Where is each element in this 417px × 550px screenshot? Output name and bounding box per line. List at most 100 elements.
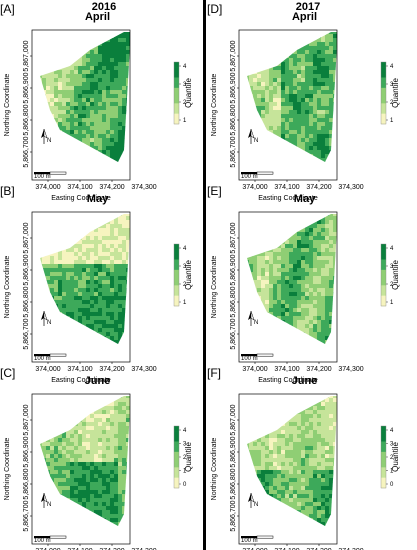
y-tick-label: 5,866,900 <box>230 72 237 103</box>
svg-text:N: N <box>47 138 51 144</box>
plot-frame <box>238 211 338 363</box>
legend-tick-label: 1 <box>183 300 187 306</box>
x-tick-label: 374,300 <box>131 366 156 373</box>
map-panel: [C] June 5,866,700 5,866,800 5,866,900 5,867,… <box>0 366 195 550</box>
legend-tick-label: 2 <box>390 100 394 106</box>
x-tick-label: 374,100 <box>67 548 92 550</box>
y-axis-label: Northing Coordinate <box>4 438 11 501</box>
legend-tick-label: 3 <box>390 82 394 88</box>
column-year-2016: 2016 <box>91 1 117 13</box>
column-year-2017: 2017 <box>295 1 321 13</box>
color-scale-legend: 0 1 2 3 4 Quantile <box>173 425 193 489</box>
x-tick-label: 374,300 <box>131 184 156 191</box>
color-scale-legend: 1 2 3 4 Quantile <box>380 243 400 307</box>
color-scale-legend: 1 2 3 4 Quantile <box>173 61 193 125</box>
legend-tick-label: 2 <box>183 282 187 288</box>
color-scale-legend: 1 2 3 4 Quantile <box>380 61 400 125</box>
legend-tick-label: 4 <box>183 64 187 70</box>
legend-tick-label: 0 <box>183 482 187 488</box>
legend-tick-label: 4 <box>390 428 394 434</box>
x-axis-label: Easting Coordinate <box>258 195 318 202</box>
scale-bar: 100 m <box>34 353 67 362</box>
legend-tick-label: 3 <box>183 264 187 270</box>
y-axis-label: Northing Coordinate <box>211 256 218 319</box>
legend-label: Quantile <box>391 442 400 472</box>
y-tick-label: 5,866,900 <box>23 72 30 103</box>
legend-tick-label: 1 <box>390 118 394 124</box>
x-tick-label: 374,000 <box>242 366 267 373</box>
scale-bar-label: 100 m <box>34 174 51 180</box>
legend-tick-label: 4 <box>183 246 187 252</box>
legend-tick-label: 2 <box>390 282 394 288</box>
plot-frame <box>31 393 131 545</box>
y-tick-label: 5,866,800 <box>230 468 237 499</box>
y-tick-label: 5,867,000 <box>230 222 237 253</box>
heatmap-cells <box>247 32 337 162</box>
y-tick-label: 5,867,000 <box>230 40 237 71</box>
legend-tick-label: 2 <box>183 100 187 106</box>
y-axis-label: Northing Coordinate <box>4 74 11 137</box>
y-axis-label: Northing Coordinate <box>4 256 11 319</box>
svg-text:N: N <box>254 138 258 144</box>
legend-tick-label: 2 <box>183 455 187 461</box>
scale-bar-label: 100 m <box>241 174 258 180</box>
y-tick-label: 5,866,900 <box>23 254 30 285</box>
color-scale-legend: 1 2 3 4 Quantile <box>173 243 193 307</box>
scale-bar: 100 m <box>34 171 67 180</box>
legend-tick-label: 3 <box>390 264 394 270</box>
x-tick-label: 374,200 <box>99 366 124 373</box>
heatmap-cells <box>40 32 130 162</box>
map-panel: [A] April 5,866,700 5,866,800 5,866,900 5,867… <box>0 2 195 202</box>
legend-tick-label: 3 <box>183 82 187 88</box>
x-tick-label: 374,200 <box>99 548 124 550</box>
svg-text:N: N <box>47 502 51 508</box>
scale-bar-label: 100 m <box>34 538 51 544</box>
heatmap-cells <box>40 396 130 526</box>
legend-label: Quantile <box>184 260 193 290</box>
x-tick-label: 374,300 <box>338 184 363 191</box>
legend-tick-label: 0 <box>390 482 394 488</box>
y-tick-label: 5,867,000 <box>23 404 30 435</box>
x-tick-label: 374,200 <box>99 184 124 191</box>
map-panel: [E] May 5,866,700 5,866,800 5,866,900 5,867,0… <box>207 184 402 384</box>
north-arrow-icon: N <box>41 310 51 326</box>
y-tick-label: 5,866,700 <box>230 318 237 349</box>
legend-tick-label: 3 <box>390 442 394 448</box>
y-tick-label: 5,867,000 <box>23 222 30 253</box>
legend-tick-label: 1 <box>183 118 187 124</box>
x-tick-label: 374,000 <box>35 548 60 550</box>
y-tick-label: 5,866,700 <box>23 136 30 167</box>
y-tick-label: 5,866,900 <box>230 254 237 285</box>
legend-tick-label: 3 <box>183 442 187 448</box>
plot-frame <box>238 393 338 545</box>
panel-title: June <box>84 375 111 387</box>
plot-frame <box>238 29 338 181</box>
legend-tick-label: 1 <box>390 469 394 475</box>
x-axis-label: Easting Coordinate <box>51 195 111 202</box>
heatmap-cells <box>247 396 337 526</box>
x-tick-label: 374,000 <box>242 548 267 550</box>
legend-label: Quantile <box>184 442 193 472</box>
scale-bar: 100 m <box>241 535 274 544</box>
legend-label: Quantile <box>391 260 400 290</box>
panel-title: May <box>86 193 109 205</box>
scale-bar-label: 100 m <box>241 538 258 544</box>
map-panel: [D] April 5,866,700 5,866,800 5,866,900 5,867… <box>207 2 402 202</box>
x-tick-label: 374,300 <box>338 548 363 550</box>
y-axis-label: Northing Coordinate <box>211 438 218 501</box>
y-tick-label: 5,866,700 <box>23 318 30 349</box>
x-tick-label: 374,000 <box>35 184 60 191</box>
scale-bar: 100 m <box>241 171 274 180</box>
scale-bar: 100 m <box>34 535 67 544</box>
y-tick-label: 5,867,000 <box>230 404 237 435</box>
legend-tick-label: 2 <box>390 455 394 461</box>
legend-tick-label: 1 <box>390 300 394 306</box>
scale-bar: 100 m <box>241 353 274 362</box>
map-panel: [F] June 5,866,700 5,866,800 5,866,900 5,867,… <box>207 366 402 550</box>
panel-title: June <box>291 375 318 387</box>
y-tick-label: 5,866,800 <box>23 104 30 135</box>
panel-title: April <box>291 11 318 23</box>
